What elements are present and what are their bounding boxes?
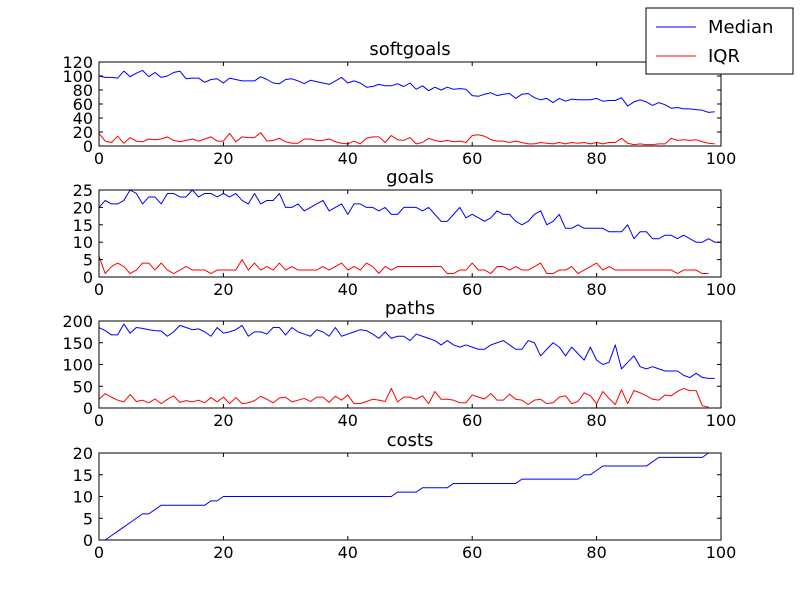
y-tick-label: 20 <box>73 444 93 463</box>
x-tick-label: 100 <box>706 149 737 168</box>
series-line-iqr <box>98 132 715 146</box>
y-tick-label: 200 <box>62 312 93 331</box>
x-tick-label: 100 <box>706 543 737 562</box>
y-tick-label: 0 <box>83 399 93 418</box>
y-tick-label: 5 <box>83 509 93 528</box>
y-tick-label: 100 <box>62 356 93 375</box>
legend-box <box>645 7 794 75</box>
y-tick-label: 40 <box>73 109 93 128</box>
x-tick-label: 60 <box>462 411 482 430</box>
y-tick-label: 15 <box>73 216 93 235</box>
series-line-median <box>98 69 715 113</box>
x-tick-label: 100 <box>706 280 737 299</box>
x-tick-label: 60 <box>462 149 482 168</box>
x-tick-label: 60 <box>462 280 482 299</box>
x-tick-label: 40 <box>338 411 358 430</box>
x-tick-label: 20 <box>213 543 233 562</box>
y-tick-label: 0 <box>83 268 93 287</box>
y-tick-label: 120 <box>62 53 93 72</box>
y-tick-label: 0 <box>83 137 93 156</box>
x-tick-label: 0 <box>94 411 104 430</box>
x-tick-label: 80 <box>586 543 606 562</box>
x-tick-label: 40 <box>338 543 358 562</box>
series-line-median <box>104 452 709 541</box>
x-tick-label: 40 <box>338 149 358 168</box>
series-line-median <box>98 189 721 243</box>
subplot-title: goals <box>386 167 434 188</box>
y-tick-label: 25 <box>73 181 93 200</box>
y-tick-label: 50 <box>73 377 93 396</box>
y-tick-label: 0 <box>83 531 93 550</box>
y-tick-label: 100 <box>62 67 93 86</box>
x-tick-label: 20 <box>213 149 233 168</box>
y-tick-label: 80 <box>73 81 93 100</box>
y-tick-label: 60 <box>73 95 93 114</box>
y-tick-label: 150 <box>62 334 93 353</box>
x-tick-label: 100 <box>706 411 737 430</box>
subplot-title: paths <box>385 298 435 319</box>
y-tick-label: 20 <box>73 198 93 217</box>
series-line-iqr <box>98 387 709 408</box>
legend-median-label: Median <box>708 17 773 38</box>
subplot-title: softgoals <box>369 39 450 60</box>
subplot-title: costs <box>387 430 434 451</box>
y-tick-label: 5 <box>83 251 93 270</box>
y-tick-label: 10 <box>73 233 93 252</box>
x-tick-label: 80 <box>586 411 606 430</box>
x-tick-label: 20 <box>213 411 233 430</box>
x-tick-label: 0 <box>94 280 104 299</box>
legend-iqr-label: IQR <box>708 46 740 67</box>
series-line-iqr <box>98 255 709 275</box>
y-tick-label: 20 <box>73 123 93 142</box>
y-tick-label: 10 <box>73 488 93 507</box>
y-tick-label: 15 <box>73 466 93 485</box>
plot-frame <box>98 189 722 278</box>
legend: Median IQR <box>645 7 794 75</box>
x-tick-label: 40 <box>338 280 358 299</box>
series-line-median <box>98 323 715 379</box>
x-tick-label: 0 <box>94 543 104 562</box>
x-tick-label: 80 <box>586 149 606 168</box>
x-tick-label: 80 <box>586 280 606 299</box>
x-tick-label: 0 <box>94 149 104 168</box>
x-tick-label: 20 <box>213 280 233 299</box>
x-tick-label: 60 <box>462 543 482 562</box>
